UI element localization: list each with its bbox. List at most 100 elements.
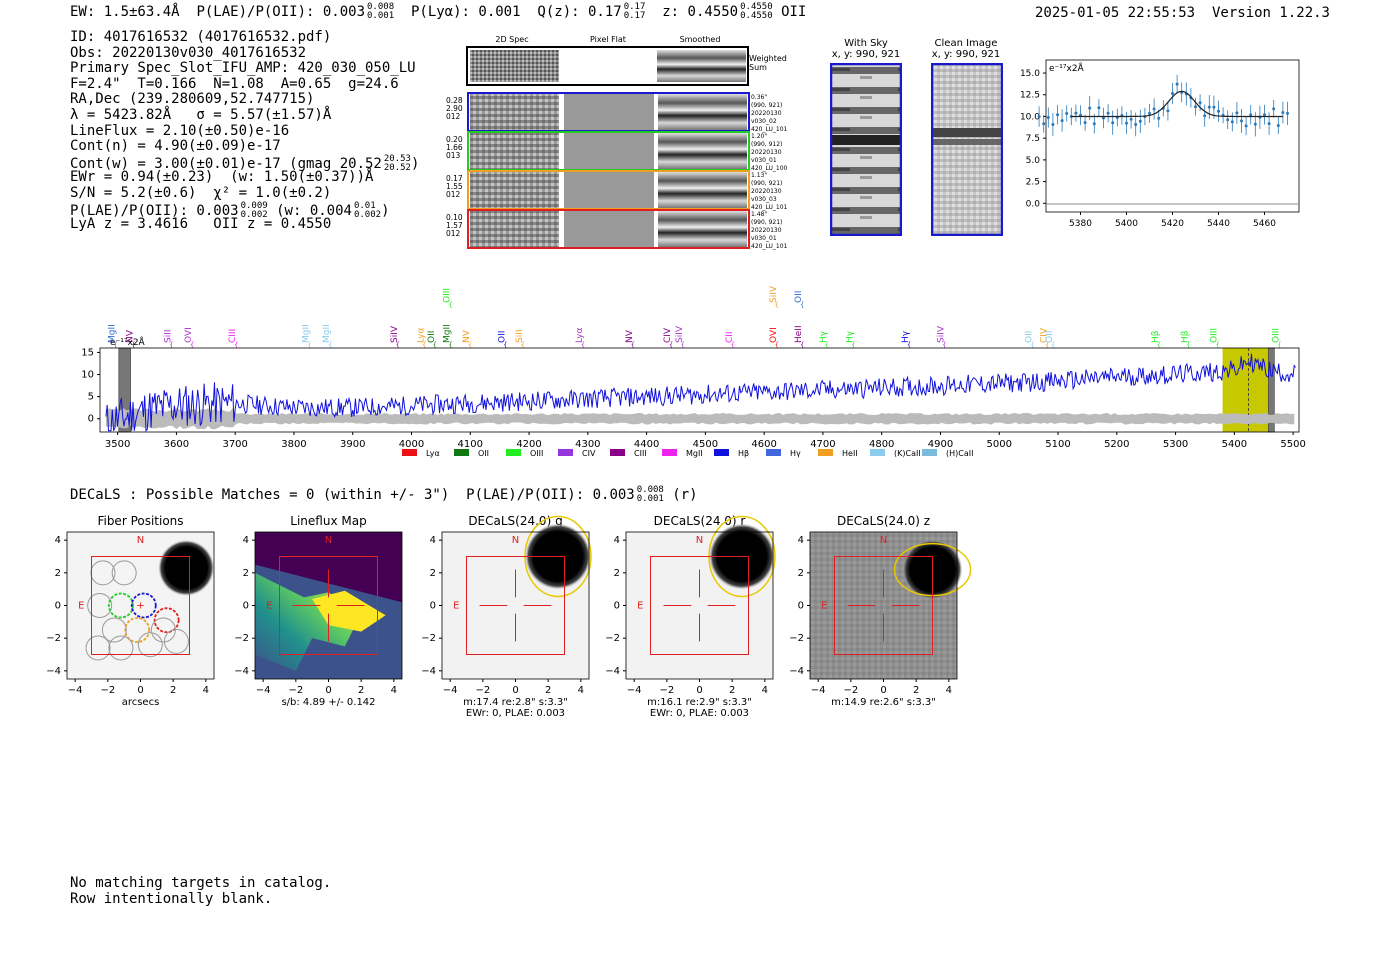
panel-title: DECaLS(24.0) z	[837, 514, 930, 528]
full-y-tick-label: 10	[81, 370, 94, 381]
cutout-row-left-label: 1.66	[446, 143, 463, 152]
line-marker-brace: {	[234, 341, 238, 349]
legend-label: (H)CaII	[946, 449, 973, 458]
header-qz-frac: 0.17 0.17	[624, 3, 646, 21]
header-plae: P(LAE)/P(OII): 0.003	[196, 4, 366, 20]
zoom-data-points	[1037, 74, 1289, 137]
line-marker-label: Hβ	[1180, 330, 1190, 343]
weighted-sum-label-1: Weighted	[749, 54, 787, 63]
line-marker-label: SiII	[515, 329, 525, 343]
panel-x-tick-label: −2	[288, 685, 303, 696]
zoom-unit-label: e⁻¹⁷x2Å	[1049, 62, 1085, 74]
info-sn: S/N = 5.2(±0.6) χ² = 1.0(±0.2)	[70, 184, 332, 201]
aperture-box	[91, 556, 190, 655]
legend-swatch	[454, 449, 469, 456]
line-marker-label: SiIV	[390, 325, 400, 343]
full-unit-label: e⁻¹⁷x2Å	[110, 336, 146, 348]
zoom-x-tick-label: 5440	[1207, 219, 1230, 229]
panel-y-tick-label: 0	[243, 601, 249, 612]
fiber-circle	[153, 607, 180, 634]
cutout-row-left-label: 012	[446, 112, 461, 121]
zoom-gaussian-fit	[1071, 90, 1283, 118]
zoom-data-point	[1056, 113, 1059, 117]
cutout-row-right-label: v030_03	[751, 196, 777, 203]
legend-label: Hβ	[738, 449, 749, 458]
cutout-row-right-label: (990, 921)	[751, 180, 782, 187]
panel-y-tick-label: −4	[234, 666, 249, 677]
panel-x-tick-label: −2	[475, 685, 490, 696]
cutout-row-left-label: 012	[446, 229, 461, 238]
cutout-row-right-label: 20220130	[751, 110, 782, 117]
info-plae-hi: 0.009	[240, 200, 268, 211]
fiber-circle	[163, 628, 189, 654]
line-marker-brace: {	[631, 341, 635, 349]
info-primary: Primary Spec_Slot_IFU_AMP: 420_030_050_L…	[70, 60, 416, 77]
full-x-tick-label: 4200	[516, 439, 541, 450]
panel-y-tick-label: 4	[798, 535, 804, 546]
cutout-row-right-label: 420_LU_100	[751, 165, 788, 172]
cutout-row-left-label: 2.90	[446, 104, 463, 113]
info-id: ID: 4017616532 (4017616532.pdf)	[70, 29, 332, 45]
info-obs: Obs: 20220130v030_4017616532	[70, 44, 307, 61]
cutout-row-right-label: 420_LU_101	[751, 243, 788, 250]
panel-y-tick-label: 4	[243, 535, 249, 546]
zoom-data-point	[1060, 119, 1064, 123]
full-x-ticks: 3500 3600 3700 3800 3900 4000 4100 4200 4300 4400…	[105, 432, 1306, 450]
panel-caption: m:14.9 re:2.6" s:3.3"	[831, 697, 936, 708]
cutout-row-right-label: v030_01	[751, 235, 777, 242]
clean-image-subtitle: x, y: 990, 921	[931, 49, 1001, 60]
zoom-data-point	[1217, 109, 1220, 113]
line-marker-label: Lyα	[416, 327, 426, 343]
panel-y-tick-label: −4	[605, 666, 620, 677]
panel-x-tick-label: 2	[729, 685, 735, 696]
legend-label: Lyα	[426, 449, 440, 458]
panel-y-tick-label: −2	[46, 633, 61, 644]
legend-swatch	[714, 449, 729, 456]
line-marker-label: OVI	[184, 327, 194, 343]
zoom-data-point	[1129, 117, 1133, 121]
zoom-data-point	[1097, 106, 1101, 110]
panel-y-tick-label: 0	[55, 601, 61, 612]
full-x-tick-label: 3700	[222, 439, 247, 450]
aperture-box	[279, 556, 378, 655]
zoom-data-point	[1286, 111, 1289, 115]
full-x-tick-label: 4600	[751, 439, 776, 450]
aperture-box	[466, 556, 565, 655]
info-lineflux: LineFlux = 2.10(±0.50)e-16	[70, 122, 290, 139]
zoom-data-point	[1046, 116, 1050, 120]
line-marker-brace: {	[1215, 341, 1219, 349]
panel-y-tick-label: −2	[421, 633, 436, 644]
info-plae-text: P(LAE)/P(OII): 0.003	[70, 202, 239, 219]
lineflux-peak	[312, 590, 386, 632]
panel-x-tick-label: 4	[762, 685, 768, 696]
info-lambda: λ = 5423.82Å σ = 5.57(±1.57)Å	[70, 106, 332, 123]
line-marker-label: HeII	[794, 325, 804, 343]
line-marker-brace: {	[907, 341, 911, 349]
legend-label: (K)CaII	[894, 449, 921, 458]
info-contn: Cont(n) = 4.90(±0.09)e-17	[70, 138, 281, 155]
panel-x-tick-label: 0	[512, 685, 518, 696]
cutout-2d-spec	[470, 172, 559, 208]
header-z-hi: 0.4550	[740, 2, 773, 12]
legend-swatch	[610, 449, 625, 456]
panel-x-tick-label: −2	[659, 685, 674, 696]
panel-y-tick-label: −2	[605, 633, 620, 644]
cutout-row-right-label: v030_01	[751, 157, 777, 164]
cutout-row-left-label: 1.55	[446, 182, 463, 191]
line-marker-brace: {	[190, 341, 194, 349]
cutout-2d-spec	[470, 133, 559, 169]
zoom-data-point	[1111, 121, 1115, 125]
legend-label: OII	[478, 449, 489, 458]
full-y-ticks: 0 5 10 15	[81, 347, 100, 425]
zoom-x-tick-label: 5380	[1069, 219, 1092, 229]
line-marker-brace: {	[307, 341, 311, 349]
decals-panels: Fiber Positions+NE−4−4−2−2002244arcsecs …	[46, 514, 972, 719]
panel-decals-z: DECaLS(24.0) z N E −4 −4 −2 −2 0 0 2 2 4 4 m:14.9 re:…	[789, 514, 972, 708]
panel-y-tick-label: 2	[55, 568, 61, 579]
line-marker-brace: {	[433, 341, 437, 349]
legend-label: CIV	[582, 449, 596, 458]
noise-envelope	[105, 408, 1295, 430]
line-marker-brace: {	[775, 341, 779, 349]
